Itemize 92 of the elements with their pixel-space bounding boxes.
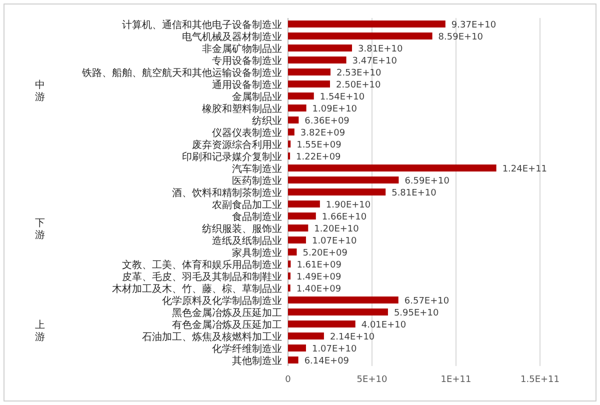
y-tick-label: 有色金属冶炼及压延加工: [172, 319, 282, 331]
data-label: 6.36E+09: [304, 116, 350, 126]
y-tick-label: 酒、饮料和精制茶制造业: [172, 187, 282, 199]
data-label: 3.82E+09: [300, 128, 346, 138]
bar: [288, 56, 346, 64]
y-tick-label: 印刷和记录媒介复制业: [182, 151, 282, 163]
y-tick-label: 黑色金属冶炼及压延加工: [172, 307, 282, 319]
y-tick-label: 文教、工美、体育和娱乐用品制造业: [122, 259, 282, 271]
y-tick-label: 铁路、船舶、航空航天和其他运输设备制造业: [81, 67, 282, 79]
bar: [288, 248, 297, 256]
bar: [288, 140, 291, 148]
data-label: 2.50E+10: [336, 80, 381, 90]
bar: [288, 224, 308, 232]
y-tick-label: 造纸及纸制品业: [212, 235, 282, 247]
bar: [288, 308, 388, 316]
data-label: 6.14E+09: [304, 356, 350, 366]
data-label: 1.07E+10: [312, 236, 357, 246]
y-tick-label: 化学纤维制造业: [212, 343, 282, 355]
bar: [288, 92, 314, 100]
y-tick-label: 橡胶和塑料制品业: [202, 103, 282, 115]
bar: [288, 116, 299, 124]
bar: [288, 272, 291, 280]
data-label: 2.14E+10: [330, 332, 375, 342]
y-tick-label: 化学原料及化学制品制造业: [162, 295, 282, 307]
y-tick-label: 木材加工及木、竹、藤、棕、草制品业: [112, 283, 282, 295]
bar: [288, 128, 294, 136]
data-label: 3.81E+10: [358, 44, 403, 54]
y-tick-label: 医药制造业: [232, 175, 282, 187]
data-label: 1.55E+09: [296, 140, 342, 150]
y-tick-label: 非金属矿物制品业: [202, 43, 282, 55]
bar: [288, 296, 398, 304]
data-label: 1.09E+10: [312, 104, 358, 114]
bar: [288, 20, 446, 28]
data-label: 5.81E+10: [392, 188, 437, 198]
y-tick-label: 农副食品加工业: [212, 199, 282, 211]
data-label: 1.61E+09: [296, 260, 342, 270]
data-label: 4.01E+10: [361, 320, 406, 330]
y-tick-label: 其他制造业: [232, 355, 282, 367]
data-label: 1.24E+11: [502, 164, 548, 174]
data-label: 1.90E+10: [326, 200, 371, 210]
y-tick-label: 废弃资源综合利用业: [192, 139, 282, 151]
data-label: 1.54E+10: [320, 92, 365, 102]
y-tick-label: 仪器仪表制造业: [212, 127, 282, 139]
text: 下游: [35, 218, 45, 241]
data-label: 9.37E+10: [451, 20, 496, 30]
data-label: 1.40E+09: [296, 284, 342, 294]
bar: [288, 176, 399, 184]
data-label: 1.66E+10: [322, 212, 367, 222]
bar: [288, 260, 291, 268]
x-tick-label: 0: [285, 375, 292, 385]
x-tick-label: 1E+11: [440, 375, 472, 385]
bar: [288, 188, 386, 196]
bar: [288, 32, 432, 40]
data-label: 5.95E+10: [394, 308, 439, 318]
x-tick-label: 5E+10: [356, 375, 388, 385]
data-label: 1.49E+09: [296, 272, 342, 282]
bar: [288, 44, 352, 52]
y-tick-label: 食品制造业: [232, 211, 282, 223]
data-label: 8.59E+10: [438, 32, 484, 42]
text: 中游: [35, 79, 45, 103]
bar: [288, 200, 320, 208]
bar: [288, 104, 306, 112]
bar: [288, 80, 330, 88]
bar: [288, 164, 496, 172]
y-tick-label: 通用设备制造业: [212, 79, 282, 91]
y-tick-label: 家具制造业: [232, 247, 282, 259]
bar: [288, 344, 306, 352]
data-label: 3.47E+10: [352, 56, 398, 66]
y-tick-label: 金属制品业: [232, 91, 282, 103]
data-label: 1.20E+10: [314, 224, 360, 234]
y-tick-label: 石油加工、炼焦及核燃料加工业: [142, 331, 282, 343]
data-label: 6.59E+10: [404, 176, 450, 186]
y-tick-label: 计算机、通信和其他电子设备制造业: [122, 19, 282, 31]
bar: [288, 236, 306, 244]
y-tick-label: 纺织业: [252, 115, 282, 127]
bar: [288, 332, 324, 340]
y-tick-label: 纺织服装、服饰业: [202, 223, 282, 235]
data-label: 6.57E+10: [404, 296, 450, 306]
y-tick-label: 专用设备制造业: [212, 55, 282, 67]
bar: [288, 68, 331, 76]
x-tick-label: 1.5E+11: [520, 375, 560, 385]
bar: [288, 356, 298, 364]
data-label: 5.20E+09: [302, 248, 348, 258]
bar: [288, 212, 316, 220]
data-label: 1.07E+10: [312, 344, 357, 354]
data-label: 2.53E+10: [336, 68, 382, 78]
y-tick-label: 电气机械及器材制造业: [182, 31, 282, 43]
text: 上游: [35, 319, 45, 343]
y-tick-label: 汽车制造业: [232, 163, 282, 175]
bar: [288, 320, 356, 328]
data-label: 1.22E+09: [296, 152, 342, 162]
y-tick-label: 皮革、毛皮、羽毛及其制品和制鞋业: [122, 271, 282, 283]
